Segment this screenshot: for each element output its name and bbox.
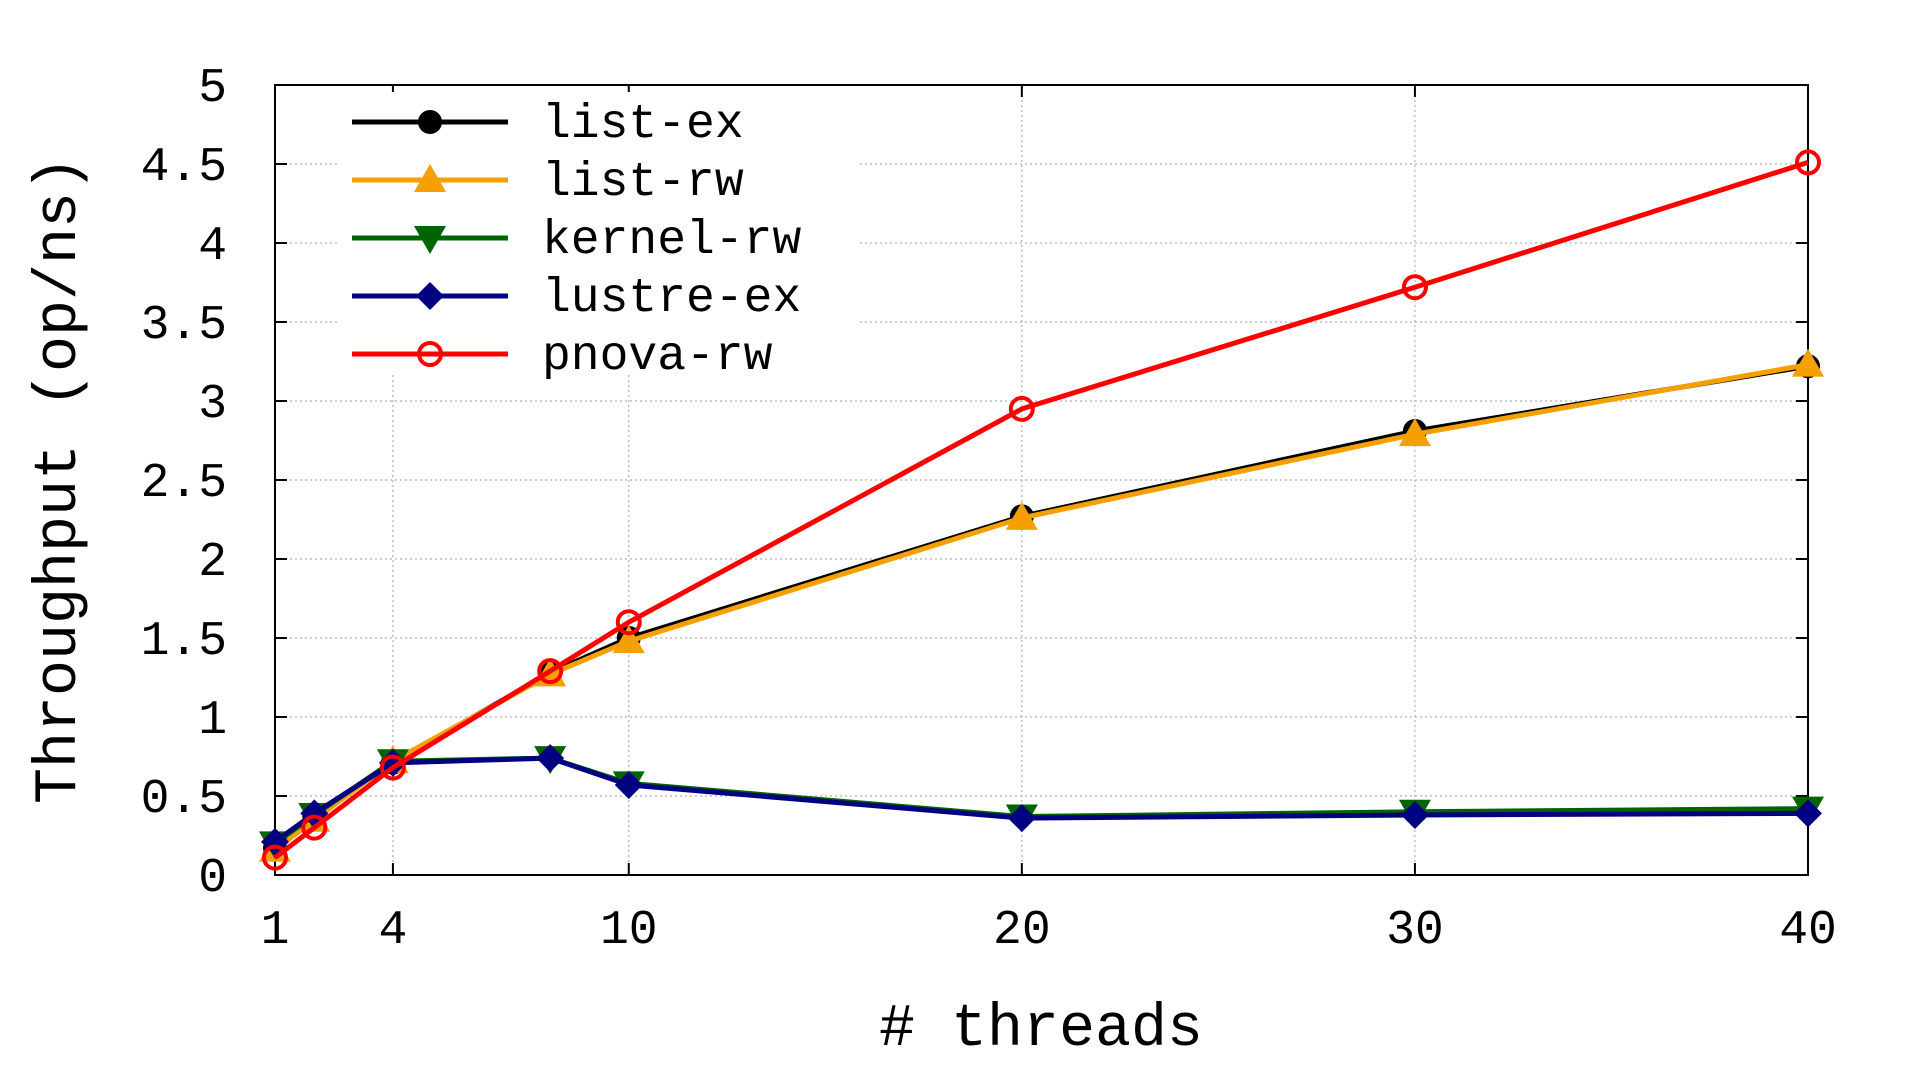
- data-point-lustre-ex: [614, 770, 643, 799]
- axes: 0 0.5 1 1.5 2 2.5 3 3.5 4 4.5 5 1 4 10 20 30 40: [141, 62, 1837, 958]
- data-point-pnova-rw: [615, 609, 642, 636]
- legend-item-kernel-rw: kernel-rw: [352, 214, 801, 268]
- y-tick-label: 2.5: [141, 457, 227, 511]
- series-line-pnova-rw: [273, 160, 1809, 860]
- x-tick-label: 4: [379, 904, 408, 958]
- series-line-list-rw: [273, 362, 1809, 852]
- data-point-pnova-rw: [379, 754, 406, 781]
- legend-marker: [414, 164, 446, 192]
- y-tick-label: 0.5: [141, 773, 227, 827]
- legend-item-lustre-ex: lustre-ex: [352, 272, 801, 326]
- series: [259, 149, 1824, 871]
- series-line-lustre-ex: [273, 755, 1809, 844]
- x-tick-label: 30: [1386, 904, 1444, 958]
- legend-marker: [416, 282, 444, 310]
- legend-label: pnova-rw: [542, 330, 773, 384]
- legend-label: list-ex: [542, 98, 744, 152]
- legend-marker: [417, 341, 443, 367]
- x-tick-label: 20: [993, 904, 1051, 958]
- data-point-pnova-rw: [301, 814, 328, 841]
- legend-label: kernel-rw: [542, 214, 801, 268]
- legend-label: list-rw: [542, 156, 744, 210]
- legend-marker: [414, 226, 446, 254]
- data-point-list-rw: [1005, 501, 1038, 530]
- data-point-lustre-ex: [1794, 799, 1822, 828]
- data-point-pnova-rw: [262, 844, 288, 871]
- legend-marker: [418, 110, 442, 134]
- y-axis-title: Throughput (op/ns): [26, 156, 94, 804]
- y-tick-label: 3: [198, 378, 227, 432]
- y-tick-label: 3.5: [141, 299, 227, 353]
- y-tick-label: 0: [198, 852, 227, 906]
- y-tick-label: 2: [198, 536, 227, 590]
- series-kernel-rw: [259, 746, 1824, 860]
- legend-label: lustre-ex: [542, 272, 801, 326]
- x-tick-label: 10: [600, 904, 658, 958]
- series-line-kernel-rw: [273, 755, 1809, 846]
- legend-item-list-rw: list-rw: [352, 156, 744, 210]
- data-point-pnova-rw: [1795, 149, 1821, 176]
- data-point-pnova-rw: [1008, 395, 1035, 422]
- data-point-pnova-rw: [537, 658, 564, 685]
- data-point-list-rw: [612, 625, 645, 654]
- x-tick-label: 40: [1779, 904, 1837, 958]
- data-point-pnova-rw: [1401, 274, 1428, 301]
- series-list-ex: [263, 354, 1820, 861]
- series-pnova-rw: [262, 149, 1821, 871]
- legend-item-pnova-rw: pnova-rw: [352, 330, 773, 384]
- series-lustre-ex: [261, 744, 1822, 856]
- data-point-list-rw: [1398, 418, 1431, 447]
- data-point-lustre-ex: [1400, 800, 1429, 829]
- data-point-lustre-ex: [1007, 804, 1036, 833]
- y-tick-label: 1: [198, 694, 227, 748]
- series-line-list-ex: [273, 363, 1809, 851]
- x-tick-label: 1: [261, 904, 290, 958]
- y-tick-label: 1.5: [141, 615, 227, 669]
- legend-item-list-ex: list-ex: [352, 98, 744, 152]
- y-tick-label: 4: [198, 220, 227, 274]
- data-point-lustre-ex: [536, 744, 565, 773]
- y-tick-label: 4.5: [141, 141, 227, 195]
- data-point-list-rw: [1792, 348, 1824, 377]
- y-tick-label: 5: [198, 62, 227, 116]
- series-list-rw: [259, 348, 1824, 862]
- x-axis-title: # threads: [879, 996, 1203, 1064]
